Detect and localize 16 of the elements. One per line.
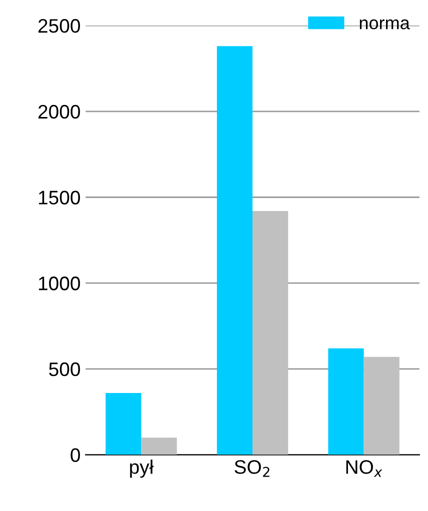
y-tick-label: 1500 — [38, 190, 80, 204]
y-tick-label: 1000 — [38, 276, 80, 290]
bar — [328, 348, 364, 455]
bar — [252, 210, 288, 455]
bar — [364, 356, 400, 455]
y-tick-label: 0 — [70, 448, 80, 462]
bar — [141, 438, 177, 455]
y-tick-label: 2500 — [38, 19, 80, 33]
bar — [216, 46, 253, 455]
x-tick-label: SO$_{2}$ — [234, 460, 270, 477]
y-tick-label: 2000 — [38, 104, 80, 119]
bar — [106, 392, 142, 455]
legend-label: norma — [360, 19, 410, 30]
y-tick-label: 500 — [49, 362, 80, 376]
x-tick-label: pył — [130, 460, 154, 478]
x-tick-label: NO$_{x}$ — [346, 460, 382, 477]
